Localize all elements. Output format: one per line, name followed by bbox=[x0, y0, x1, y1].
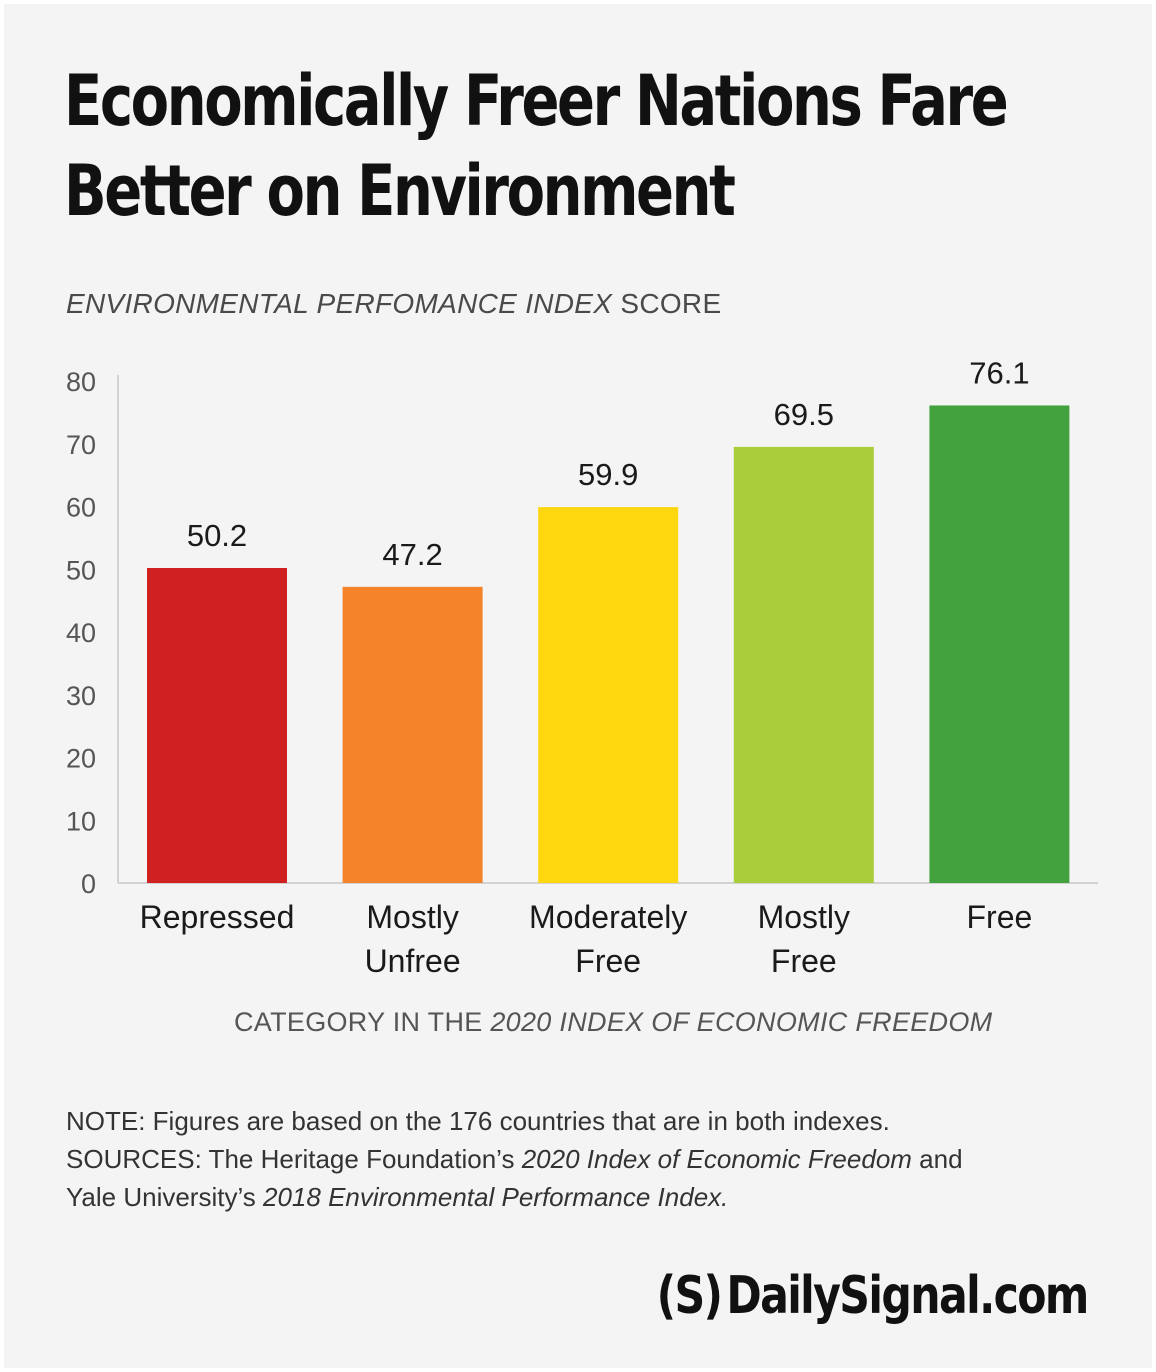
x-tick-label: Mostly bbox=[366, 899, 458, 935]
bar bbox=[929, 405, 1070, 883]
notes-block: NOTE: Figures are based on the 176 count… bbox=[66, 1102, 963, 1216]
x-tick-label: Free bbox=[575, 943, 641, 979]
y-tick-label: 50 bbox=[66, 555, 96, 585]
logo-text: DailySignal.com bbox=[726, 1266, 1090, 1326]
data-label: 47.2 bbox=[382, 537, 442, 572]
title-line-1: Economically Freer Nations Fare bbox=[64, 60, 1009, 142]
bar bbox=[538, 507, 679, 883]
bar bbox=[733, 446, 874, 883]
x-tick-label: Mostly bbox=[758, 899, 850, 935]
y-tick-label: 70 bbox=[66, 430, 96, 460]
source-title-economic-freedom: 2020 Index of Economic Freedom bbox=[521, 1144, 912, 1174]
y-axis-title-regular: SCORE bbox=[612, 288, 722, 319]
x-axis-title-regular: CATEGORY IN THE bbox=[234, 1007, 491, 1037]
title-line-2: Better on Environment bbox=[64, 150, 736, 232]
x-tick-label: Unfree bbox=[365, 943, 461, 979]
note-line: NOTE: Figures are based on the 176 count… bbox=[66, 1106, 890, 1136]
chart-title: Economically Freer Nations Fare Better on… bbox=[64, 56, 1009, 236]
bar bbox=[147, 567, 287, 883]
source-title-epi: 2018 Environmental Performance Index. bbox=[263, 1182, 729, 1212]
x-tick-label: Repressed bbox=[140, 899, 295, 935]
sources-text-yale: Yale University’s bbox=[66, 1182, 263, 1212]
sources-line-2: Yale University’s 2018 Environmental Per… bbox=[66, 1178, 963, 1216]
y-tick-label: 30 bbox=[66, 681, 96, 711]
y-tick-label: 80 bbox=[66, 367, 96, 397]
sources-text: SOURCES: The Heritage Foundation’s bbox=[66, 1144, 522, 1174]
y-tick-label: 60 bbox=[66, 493, 96, 523]
data-label: 69.5 bbox=[774, 397, 834, 432]
logo-mark: (S) bbox=[656, 1266, 723, 1326]
data-label: 59.9 bbox=[578, 457, 638, 492]
y-tick-label: 0 bbox=[81, 869, 96, 899]
sources-line-1: SOURCES: The Heritage Foundation’s 2020 … bbox=[66, 1140, 963, 1178]
daily-signal-logo: (S)DailySignal.com bbox=[656, 1266, 1090, 1326]
bar bbox=[342, 586, 483, 883]
y-axis-title: ENVIRONMENTAL PERFOMANCE INDEX SCORE bbox=[66, 288, 721, 320]
x-tick-label: Free bbox=[771, 943, 837, 979]
x-axis-title: CATEGORY IN THE 2020 INDEX OF ECONOMIC F… bbox=[234, 1007, 992, 1038]
y-tick-label: 20 bbox=[66, 744, 96, 774]
data-label: 76.1 bbox=[969, 355, 1029, 390]
x-axis-title-italic: 2020 INDEX OF ECONOMIC FREEDOM bbox=[490, 1007, 993, 1037]
y-tick-label: 10 bbox=[66, 806, 96, 836]
x-tick-label: Moderately bbox=[529, 899, 687, 935]
y-tick-label: 40 bbox=[66, 618, 96, 648]
sources-text-and: and bbox=[911, 1144, 963, 1174]
y-axis-title-italic: ENVIRONMENTAL PERFOMANCE INDEX bbox=[66, 288, 613, 319]
x-tick-label: Free bbox=[967, 899, 1033, 935]
data-label: 50.2 bbox=[187, 518, 247, 553]
